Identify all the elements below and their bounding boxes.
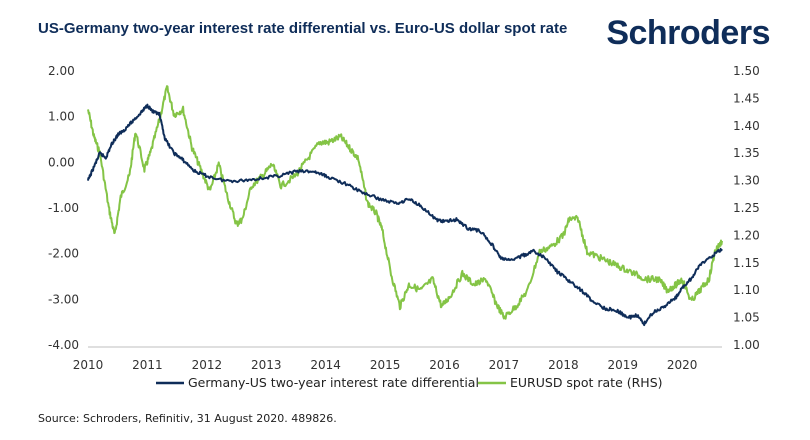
right-axis-tick-label: 1.00 bbox=[733, 338, 760, 352]
right-axis-tick-label: 1.10 bbox=[733, 283, 760, 297]
legend-label: EURUSD spot rate (RHS) bbox=[510, 375, 663, 390]
x-axis-tick-label: 2019 bbox=[607, 358, 638, 372]
right-axis-tick-label: 1.40 bbox=[733, 119, 760, 133]
x-axis-tick-label: 2017 bbox=[489, 358, 520, 372]
x-axis-tick-label: 2012 bbox=[192, 358, 223, 372]
left-axis-tick-label: -4.00 bbox=[48, 338, 79, 352]
left-axis-tick-label: -2.00 bbox=[48, 247, 79, 261]
right-axis-tick-label: 1.15 bbox=[733, 256, 760, 270]
right-axis-ticks: 1.50 1.45 1.40 1.35 1.30 1.25 1.20 1.15 1.10 1.05… bbox=[733, 64, 760, 352]
legend-label: Germany-US two-year interest rate differ… bbox=[188, 375, 479, 390]
left-axis-tick-label: -3.00 bbox=[48, 292, 79, 306]
x-axis-tick-label: 2013 bbox=[251, 358, 282, 372]
x-axis: 2010 2011 2012 2013 2014 2015 2016 2017 2018 2019… bbox=[73, 346, 722, 372]
left-axis-tick-label: 1.00 bbox=[48, 110, 75, 124]
x-axis-tick-label: 2015 bbox=[370, 358, 401, 372]
right-axis-tick-label: 1.25 bbox=[733, 201, 760, 215]
x-axis-tick-label: 2011 bbox=[132, 358, 163, 372]
left-axis-ticks: 2.00 1.00 0.00 -1.00 -2.00 -3.00 -4.00 bbox=[48, 64, 79, 352]
x-axis-tick-label: 2018 bbox=[548, 358, 579, 372]
left-axis-tick-label: -1.00 bbox=[48, 201, 79, 215]
x-axis-tick-label: 2014 bbox=[310, 358, 341, 372]
right-axis-tick-label: 1.30 bbox=[733, 174, 760, 188]
legend: Germany-US two-year interest rate differ… bbox=[156, 375, 663, 390]
interest-rate-differential-line bbox=[87, 103, 723, 327]
source-note: Source: Schroders, Refinitiv, 31 August … bbox=[38, 412, 337, 425]
left-axis-tick-label: 0.00 bbox=[48, 155, 75, 169]
right-axis-tick-label: 1.50 bbox=[733, 64, 760, 78]
right-axis-tick-label: 1.05 bbox=[733, 311, 760, 325]
series-layer bbox=[87, 85, 723, 327]
schroders-logo: Schroders bbox=[606, 14, 770, 52]
eurusd-spot-rate-line bbox=[87, 85, 723, 320]
x-axis-tick-label: 2010 bbox=[73, 358, 104, 372]
right-axis-tick-label: 1.45 bbox=[733, 91, 760, 105]
right-axis-tick-label: 1.20 bbox=[733, 228, 760, 242]
x-axis-tick-label: 2020 bbox=[667, 358, 698, 372]
x-axis-tick-label: 2016 bbox=[429, 358, 460, 372]
left-axis-tick-label: 2.00 bbox=[48, 64, 75, 78]
right-axis-tick-label: 1.35 bbox=[733, 146, 760, 160]
chart-title: US-Germany two-year interest rate differ… bbox=[38, 20, 568, 37]
